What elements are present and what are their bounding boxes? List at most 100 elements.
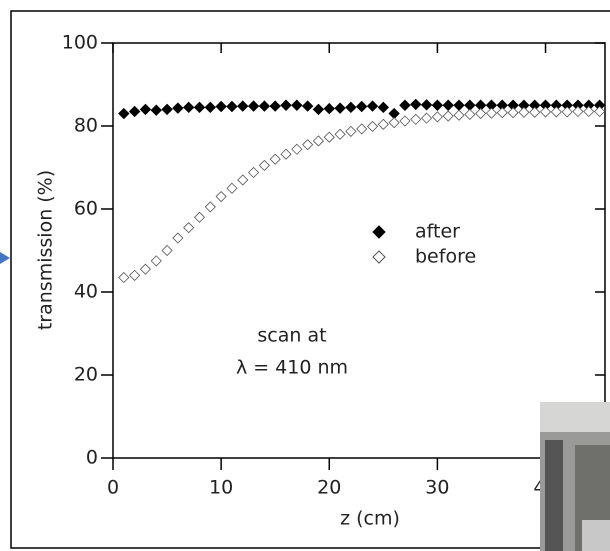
x-tick-label: 10 bbox=[209, 477, 233, 499]
data-point bbox=[129, 269, 141, 281]
data-point bbox=[237, 100, 249, 112]
x-tick-label: 20 bbox=[317, 477, 341, 499]
data-point bbox=[150, 104, 162, 116]
data-point bbox=[204, 201, 216, 213]
data-point bbox=[226, 100, 238, 113]
data-point bbox=[453, 109, 465, 121]
data-point bbox=[550, 106, 562, 118]
x-tick-label: 0 bbox=[107, 477, 119, 499]
data-point bbox=[247, 100, 260, 112]
data-point bbox=[561, 106, 573, 118]
data-point bbox=[323, 102, 335, 115]
data-point bbox=[193, 101, 206, 114]
data-point bbox=[334, 128, 346, 140]
y-tick-label: 60 bbox=[74, 198, 98, 220]
inset-photo bbox=[540, 402, 610, 551]
legend-label: before bbox=[415, 246, 476, 268]
data-point bbox=[139, 263, 152, 275]
data-point bbox=[507, 107, 519, 119]
data-point bbox=[215, 100, 227, 113]
data-point bbox=[464, 108, 476, 120]
x-tick-label: 30 bbox=[425, 477, 449, 499]
data-point bbox=[161, 103, 173, 116]
data-point bbox=[269, 153, 281, 165]
data-point bbox=[150, 255, 162, 267]
data-point bbox=[431, 99, 444, 111]
data-point bbox=[226, 182, 238, 194]
data-point bbox=[366, 100, 379, 112]
legend-marker bbox=[372, 225, 386, 239]
annotation: λ = 410 nm bbox=[236, 357, 348, 379]
data-point bbox=[410, 98, 422, 111]
data-point bbox=[377, 101, 390, 114]
data-point bbox=[442, 110, 454, 122]
data-point bbox=[421, 112, 433, 124]
data-point bbox=[291, 99, 303, 111]
data-point bbox=[485, 107, 498, 119]
data-point bbox=[539, 106, 552, 118]
data-point bbox=[291, 143, 303, 155]
data-point bbox=[442, 99, 454, 111]
data-point bbox=[269, 100, 281, 112]
legend-marker bbox=[372, 250, 386, 264]
data-point bbox=[464, 99, 476, 111]
data-point bbox=[172, 102, 184, 114]
data-point bbox=[183, 222, 195, 234]
y-tick-label: 20 bbox=[74, 364, 98, 386]
data-point bbox=[237, 174, 249, 186]
data-point bbox=[193, 211, 206, 223]
data-point bbox=[161, 244, 173, 257]
data-point bbox=[345, 125, 357, 137]
data-point bbox=[334, 102, 346, 114]
x-axis-label: z (cm) bbox=[340, 508, 400, 530]
data-point bbox=[215, 190, 227, 203]
data-point bbox=[377, 118, 389, 130]
data-point bbox=[312, 103, 325, 116]
data-point bbox=[496, 107, 508, 119]
data-point bbox=[453, 99, 465, 111]
data-point bbox=[518, 106, 530, 118]
arrow bbox=[0, 252, 10, 264]
data-point bbox=[420, 99, 433, 111]
data-point bbox=[410, 113, 422, 125]
data-point bbox=[399, 115, 411, 127]
data-point bbox=[323, 131, 335, 143]
data-point bbox=[139, 103, 152, 116]
data-point bbox=[128, 105, 141, 118]
data-point bbox=[258, 159, 270, 171]
data-point bbox=[172, 232, 184, 244]
data-point bbox=[356, 123, 368, 135]
data-point bbox=[280, 99, 292, 111]
plot-border bbox=[112, 42, 606, 459]
data-point bbox=[118, 271, 130, 284]
data-point bbox=[355, 100, 368, 113]
data-point bbox=[182, 101, 195, 114]
y-tick-label: 100 bbox=[62, 32, 98, 54]
data-point bbox=[118, 107, 130, 120]
data-point bbox=[388, 107, 400, 120]
data-point bbox=[366, 120, 379, 132]
data-point bbox=[583, 105, 595, 118]
data-point bbox=[572, 105, 584, 118]
plot: 020406080100010203040afterbefore bbox=[62, 32, 606, 499]
data-point bbox=[345, 101, 357, 114]
legend-label: after bbox=[415, 221, 460, 243]
data-point bbox=[388, 117, 400, 129]
y-tick-label: 40 bbox=[74, 281, 98, 303]
data-point bbox=[302, 139, 314, 151]
data-point bbox=[431, 111, 443, 123]
data-point bbox=[204, 101, 217, 114]
y-tick-label: 0 bbox=[86, 447, 98, 469]
annotation: scan at bbox=[257, 325, 326, 347]
data-point bbox=[399, 99, 411, 111]
y-axis-label: transmission (%) bbox=[35, 170, 57, 330]
data-point bbox=[312, 135, 325, 147]
y-tick-label: 80 bbox=[74, 115, 98, 137]
data-point bbox=[529, 106, 541, 118]
data-point bbox=[301, 100, 314, 112]
data-point bbox=[594, 105, 606, 118]
frame bbox=[10, 10, 610, 549]
data-point bbox=[280, 148, 292, 160]
data-point bbox=[248, 166, 260, 179]
